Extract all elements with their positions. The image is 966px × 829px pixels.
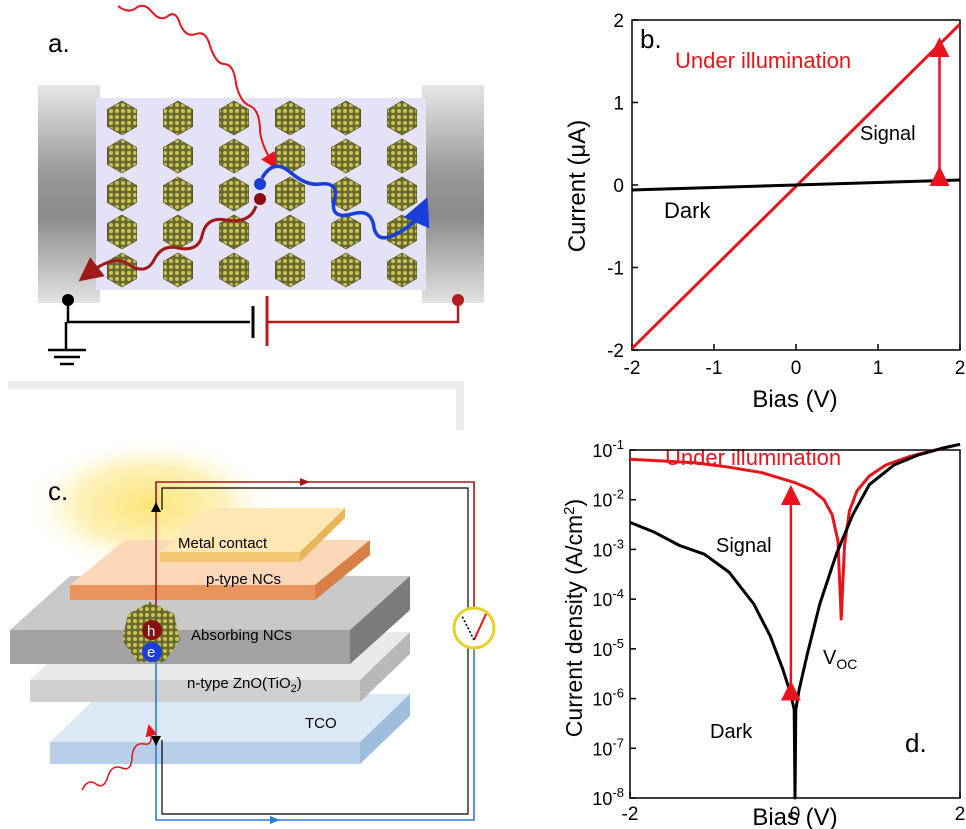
nanocrystal (219, 138, 249, 174)
y-tick-label-b: 2 (613, 11, 624, 32)
nanocrystal (163, 252, 193, 288)
x-tick-label-b: 2 (955, 358, 966, 379)
contact-bottom (151, 736, 161, 746)
series-line-d-illumination (629, 442, 961, 621)
arrow-bottom (270, 816, 280, 824)
y-tick-label-b: 1 (613, 94, 624, 115)
voc-label: VOC (823, 647, 857, 672)
layer-metal (160, 508, 345, 562)
nanocrystal (274, 100, 306, 136)
nanocrystal (163, 100, 193, 136)
electron-path (260, 164, 430, 240)
x-tick-label-b: -2 (624, 358, 641, 379)
nanocrystal (163, 176, 193, 212)
x-tick-label-b: -1 (706, 358, 723, 379)
right-electrode (422, 85, 484, 303)
hole-circuit (155, 481, 475, 655)
signal-label-b: Signal (860, 123, 916, 145)
electron (254, 178, 266, 190)
nanocrystal (386, 252, 418, 288)
signal-label-d: Signal (716, 535, 772, 557)
y-tick-label-b: -1 (607, 259, 624, 280)
nanocrystal (386, 138, 418, 174)
panel-d-label: d. (905, 728, 927, 758)
nanocrystal (274, 214, 306, 250)
layer-label-tco: TCO (305, 715, 337, 732)
x-tick-label-d: -2 (622, 804, 639, 825)
nanocrystal (107, 100, 137, 136)
nanocrystal (219, 100, 249, 136)
contact-top (151, 502, 161, 512)
nanocrystal (386, 100, 418, 136)
nanocrystal (107, 176, 137, 212)
y-tick-label-b: 0 (613, 176, 624, 197)
series-line-d-dark (629, 442, 961, 800)
y-tick-label-d: 10-6 (592, 686, 624, 710)
meter-needle-red (473, 613, 487, 641)
x-tick-label-d: 0 (790, 804, 801, 825)
x-axis-label-d: Bias (V) (752, 804, 837, 829)
electron-c (142, 642, 162, 662)
dark-label-d: Dark (710, 721, 753, 743)
nanocrystal (219, 252, 249, 288)
dark-label-b: Dark (664, 198, 711, 223)
y-tick-label-d: 10-5 (592, 636, 624, 660)
layer-tco (50, 694, 410, 764)
x-tick-label-b: 1 (873, 358, 884, 379)
nanocrystal (330, 100, 362, 136)
meter-needle-black (461, 615, 475, 641)
nanocrystal (163, 138, 193, 174)
nanocrystal (219, 176, 249, 212)
y-tick-label-d: 10-8 (592, 785, 624, 809)
chart-b: b. Under illumination Dark Signal Bias (… (564, 11, 965, 413)
hole (254, 193, 266, 205)
hole-c-label: h (147, 623, 155, 640)
electron-circuit-inner (161, 648, 469, 815)
hole-path (78, 205, 258, 282)
y-tick-label-d: 10-7 (592, 735, 624, 759)
meter-icon (452, 606, 496, 650)
y-axis-label-b: Current (μA) (564, 120, 591, 253)
series-line-b-dark (631, 178, 961, 192)
layer-label-p-type: p-type NCs (206, 571, 281, 588)
nanocrystal (330, 138, 362, 174)
y-axis-label-d: Current density (A/cm2) (561, 499, 587, 737)
chart-d: Under illumination Signal Dark VOC d. Bi… (561, 437, 965, 829)
layer-label-absorbing: Absorbing NCs (191, 627, 292, 644)
hole-circuit-inner (161, 487, 469, 608)
layer-label-metal: Metal contact (178, 535, 268, 552)
hole-c (142, 620, 162, 640)
x-tick-label-d: 2 (955, 804, 966, 825)
y-tick-label-b: -2 (607, 341, 624, 362)
legend-illumination-d: Under illumination (665, 445, 841, 470)
panel-a: a. (38, 4, 484, 366)
photon-wave-c (81, 724, 158, 791)
panel-b-label: b. (640, 24, 662, 54)
panel-c: c. Metal conta (8, 381, 496, 824)
y-tick-label-d: 10-3 (592, 536, 624, 560)
circuit (48, 294, 464, 366)
legend-illumination-b: Under illumination (675, 48, 851, 73)
layer-label-n-type: n-type ZnO(TiO2) (187, 675, 302, 695)
electron-c-label: e (147, 644, 155, 661)
nanocrystal (330, 214, 362, 250)
nanocrystal-array (107, 100, 418, 288)
x-tick-label-b: 0 (791, 358, 802, 379)
y-tick-label-d: 10-4 (592, 586, 624, 610)
y-tick-label-d: 10-1 (592, 437, 624, 461)
outer-frame (8, 381, 464, 430)
nanocrystal (107, 214, 137, 250)
nanocrystal (107, 138, 137, 174)
panel-a-label: a. (48, 28, 70, 58)
panel-c-label: c. (48, 476, 68, 506)
photon-wave (117, 4, 277, 169)
nanocrystal (219, 214, 249, 250)
nanocrystal (274, 252, 306, 288)
nanocrystal (274, 176, 306, 212)
y-tick-label-d: 10-2 (592, 487, 624, 511)
nanocrystal (330, 252, 362, 288)
arrow-top (300, 478, 310, 486)
x-axis-label-b: Bias (V) (752, 386, 837, 413)
